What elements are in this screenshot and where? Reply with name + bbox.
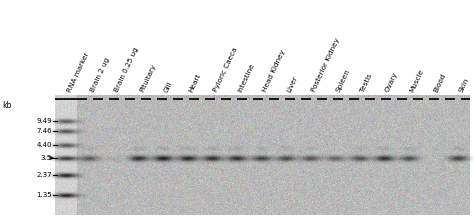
Text: Pituitary: Pituitary [138, 63, 156, 93]
Text: Ovary: Ovary [384, 71, 399, 93]
Text: Muscle: Muscle [409, 68, 425, 93]
Text: RNA marker: RNA marker [66, 51, 90, 93]
Text: Testis: Testis [359, 72, 374, 93]
Text: 2.37: 2.37 [36, 172, 52, 178]
Text: Spleen: Spleen [335, 68, 351, 93]
Text: Blood: Blood [433, 72, 447, 93]
Text: kb: kb [2, 101, 11, 110]
Text: 3.5: 3.5 [41, 155, 52, 161]
Text: 4.40: 4.40 [36, 142, 52, 148]
Text: Liver: Liver [286, 74, 299, 93]
Text: Intestine: Intestine [237, 62, 255, 93]
Text: 9.49: 9.49 [36, 118, 52, 124]
Text: Posterior Kidney: Posterior Kidney [310, 37, 341, 93]
Text: Brain 0.25 ug: Brain 0.25 ug [114, 46, 140, 93]
Text: Brain 2 ug: Brain 2 ug [89, 57, 110, 93]
Text: Skin: Skin [458, 76, 470, 93]
Text: Pyloric Caeca: Pyloric Caeca [212, 46, 238, 93]
Text: 1.35: 1.35 [36, 192, 52, 198]
Text: Heart: Heart [188, 72, 201, 93]
Text: Gill: Gill [163, 80, 173, 93]
Text: Head Kidney: Head Kidney [261, 49, 286, 93]
Text: 7.46: 7.46 [36, 128, 52, 134]
